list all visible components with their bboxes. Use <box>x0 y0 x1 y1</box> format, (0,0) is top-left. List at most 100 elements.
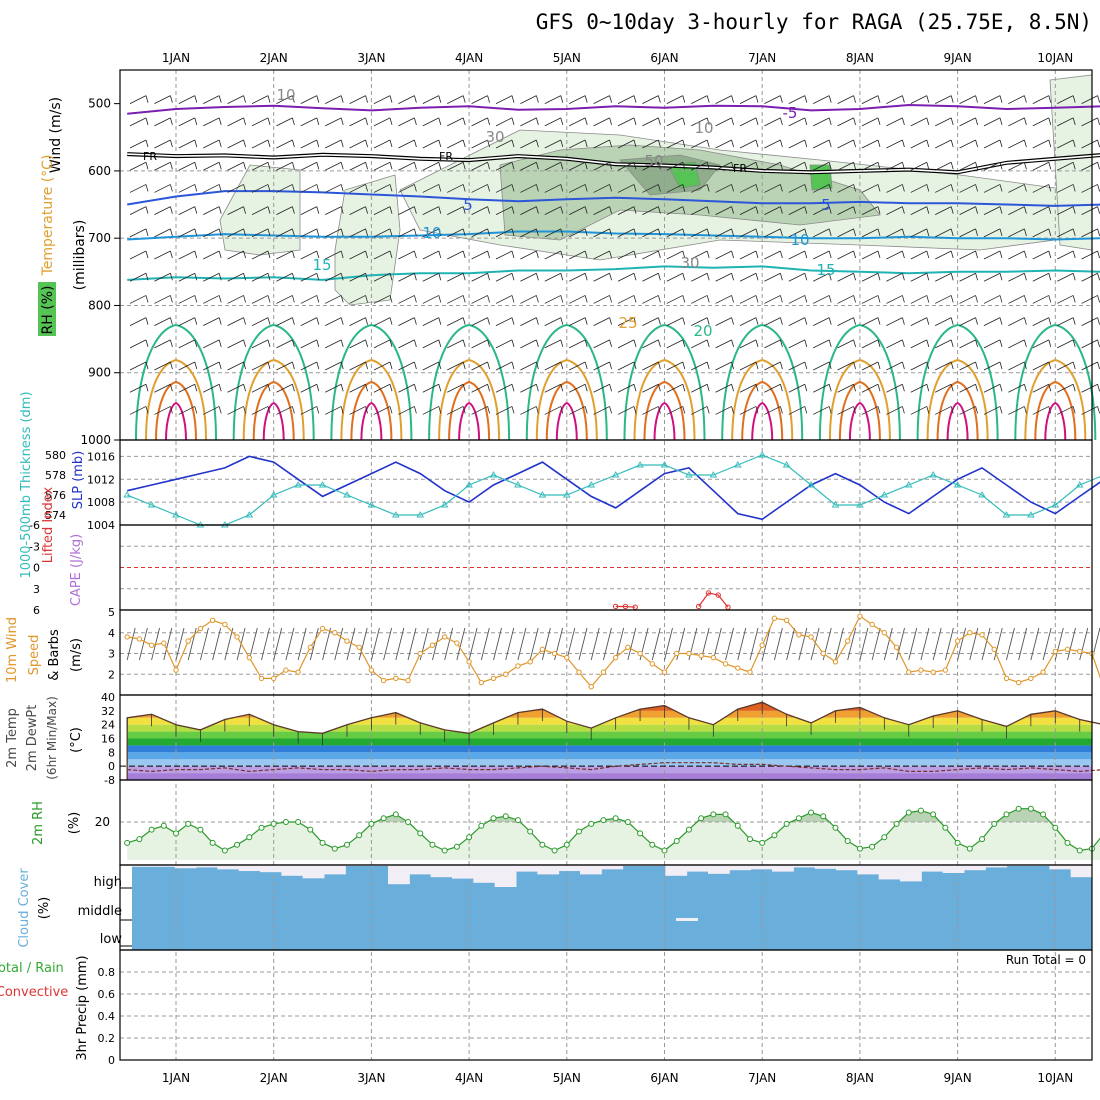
wind-speed-marker <box>564 654 570 661</box>
wind-barb-flag <box>536 406 539 414</box>
wind-barb-flag <box>804 228 808 236</box>
wind-barb <box>813 272 830 282</box>
wind-barb <box>398 184 415 193</box>
wind-barb <box>544 117 561 127</box>
wind-barb <box>886 272 903 282</box>
thickness-marker <box>123 491 131 498</box>
wind-barb <box>983 361 1001 371</box>
wind-barb <box>861 206 879 215</box>
wind-barb <box>642 117 659 127</box>
wind-speed-marker <box>307 644 314 650</box>
wind-barb <box>569 250 586 260</box>
rh-2m-marker <box>295 819 302 825</box>
wind-barb <box>1057 317 1074 326</box>
temperature-contour-35 <box>262 401 285 441</box>
wind-barb <box>495 317 513 326</box>
wind-barb-flag <box>267 162 271 170</box>
surface-wind-barb <box>395 627 405 661</box>
wind-barb-flag <box>584 139 588 148</box>
wind-barb-flag <box>950 139 954 148</box>
wind-barb-flag <box>145 361 149 370</box>
wind-barb-flag <box>780 184 783 192</box>
temperature-contour-15 <box>127 265 1100 281</box>
wind-barb <box>642 361 659 371</box>
wind-barb-flag <box>1048 162 1052 170</box>
thickness-marker <box>416 511 425 518</box>
wind-barb <box>935 206 952 215</box>
wind-barb <box>935 383 952 393</box>
wind-barb <box>788 361 805 371</box>
wind-barb-flag <box>389 184 393 192</box>
thickness-marker <box>343 491 351 498</box>
rh-tick-label: 20 <box>95 815 110 829</box>
wind-barb-flag <box>1097 361 1100 370</box>
wind-barb <box>1008 295 1025 304</box>
wind-barb-flag <box>365 228 368 236</box>
wind-barb-flag <box>438 406 442 414</box>
wind-barb <box>325 95 342 104</box>
wind-speed-marker <box>368 667 375 673</box>
wind-barb-flag <box>316 317 320 325</box>
wind-barb <box>520 317 537 326</box>
pressure-level-label: 900 <box>88 366 111 380</box>
wind-barb <box>666 206 683 215</box>
wind-barb-flag <box>145 117 149 125</box>
wind-barb <box>813 95 830 104</box>
wind-barb <box>300 139 317 149</box>
wind-barb <box>813 361 830 371</box>
wind-barb <box>837 250 854 260</box>
wind-barb <box>227 339 244 349</box>
wind-speed-marker <box>759 642 765 648</box>
wind-barb <box>129 95 147 104</box>
wind-speed-marker <box>222 621 228 628</box>
thickness-marker <box>538 491 547 498</box>
bottom-day-label: 8JAN <box>846 1071 874 1085</box>
wind-barb <box>569 361 586 371</box>
wind-barb <box>349 339 366 349</box>
wind-barb-flag <box>1097 95 1100 103</box>
wind-barb-flag <box>633 406 637 414</box>
thickness-marker <box>563 491 571 498</box>
wind-barb <box>447 250 464 260</box>
wind-speed-marker <box>271 675 277 682</box>
wind-barb-flag <box>462 95 466 103</box>
wind-barb <box>593 139 610 149</box>
wind-barb <box>886 95 903 104</box>
wind-barb <box>495 228 513 238</box>
wind-speed-marker <box>393 675 399 682</box>
wind-barb-flag <box>755 406 759 414</box>
wind-barb-flag <box>365 139 368 148</box>
wind-barb <box>520 339 537 349</box>
wind-barb <box>959 228 976 238</box>
wind-barb-flag <box>243 317 246 325</box>
wind-barb <box>422 228 439 238</box>
wind-barb <box>398 250 415 260</box>
wind-barb <box>691 317 708 326</box>
wind-barb-flag <box>780 384 783 392</box>
wind-barb-flag <box>902 184 905 192</box>
wind-barb <box>1032 361 1049 371</box>
wind-barb <box>276 317 293 326</box>
wind-barb <box>129 250 147 260</box>
high-cloud-gap <box>857 866 880 875</box>
wind-barb-flag <box>438 317 442 325</box>
wind-barb-flag <box>560 206 564 214</box>
high-cloud-gap <box>537 866 560 875</box>
wind-barb-flag <box>340 273 344 281</box>
wind-barb <box>837 383 854 393</box>
wind-barb <box>1008 406 1025 415</box>
thickness-marker <box>856 501 864 508</box>
rh-2m-marker <box>881 834 888 841</box>
surface-wind-barb <box>322 627 331 661</box>
wind-barb <box>1057 295 1074 304</box>
wind-barb-flag <box>853 139 856 148</box>
wind-barb-flag <box>584 228 588 236</box>
wind-tick-label: 3 <box>108 648 115 661</box>
wind-barb <box>983 184 1001 193</box>
wind-barb-flag <box>706 162 710 170</box>
temperature-contour-25 <box>145 358 207 441</box>
wind-barb-flag <box>365 273 368 281</box>
wind-barb <box>154 139 171 149</box>
wind-barb <box>935 117 952 127</box>
wind-speed-marker <box>942 667 949 673</box>
